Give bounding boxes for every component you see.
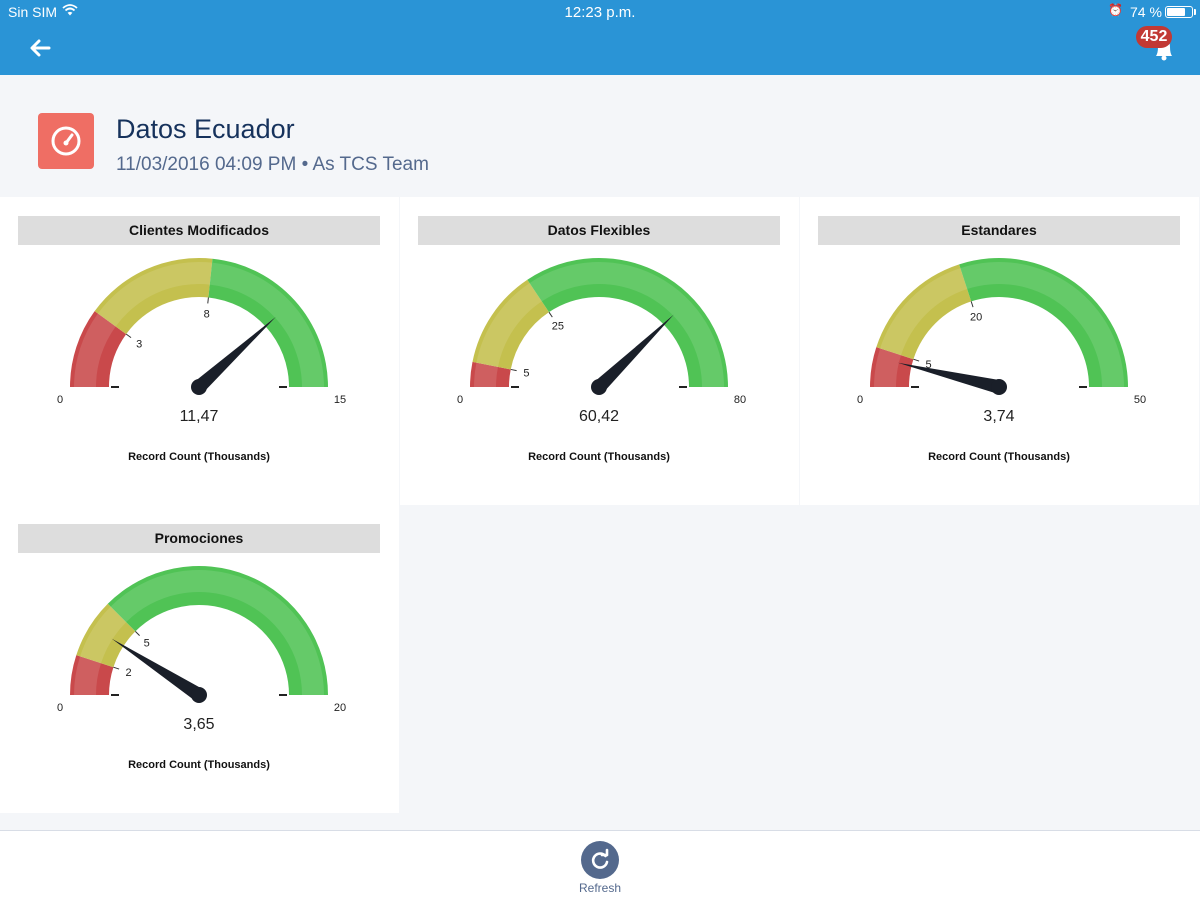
gauge-break-label: 3 (136, 339, 142, 351)
dashboard-gauge-icon (38, 113, 94, 169)
gauge-value-label: 3,65 (183, 716, 214, 733)
gauge-value-label: 11,47 (180, 408, 219, 425)
gauge-value-label: 60,42 (579, 408, 619, 425)
gauge-break-tick (113, 666, 120, 670)
refresh-button[interactable] (581, 841, 619, 879)
gauge-break-label: 8 (204, 308, 210, 320)
yellow-zone (94, 258, 213, 335)
gauge-needle (594, 314, 674, 393)
gauge-title: Estandares (818, 216, 1180, 245)
gauge-needle (111, 638, 203, 701)
gauge-chart: 5 20 0 50 3,74 Record Count (Thousands) (857, 258, 1146, 463)
gauge-min-label: 0 (857, 394, 863, 406)
gauge-panel-estandares[interactable]: Estandares 5 20 0 50 3,74 Record Count (Thous… (800, 197, 1199, 505)
zone-highlight (80, 606, 127, 664)
refresh-icon (591, 848, 609, 869)
wifi-icon (62, 3, 78, 20)
red-zone (70, 311, 127, 387)
yellow-zone (76, 603, 136, 668)
zone-highlight (97, 262, 213, 327)
green-zone (527, 258, 728, 387)
zone-highlight (74, 656, 102, 695)
gauge-min-label: 0 (57, 702, 63, 714)
gauge-needle (194, 316, 276, 393)
gauge-value-label: 3,74 (983, 408, 1014, 425)
gauge-chart: 5 25 0 80 60,42 Record Count (Thousands) (457, 258, 746, 463)
gauge-break-tick (548, 311, 553, 318)
zone-highlight (960, 262, 1124, 387)
gauge-break-tick (510, 368, 517, 372)
zone-highlight (74, 313, 116, 387)
gauge-needle (897, 362, 1001, 394)
zone-highlight (474, 362, 498, 387)
gauge-max-label: 15 (334, 394, 346, 406)
gauge-title: Promociones (18, 524, 380, 553)
gauge-break-tick (135, 631, 140, 636)
green-zone (959, 258, 1128, 387)
zone-highlight (209, 262, 324, 387)
gauge-max-label: 20 (334, 702, 346, 714)
gauge-max-label: 80 (734, 394, 746, 406)
gauge-title: Datos Flexibles (418, 216, 780, 245)
yellow-zone (472, 279, 549, 370)
gauge-needle-hub (191, 379, 207, 395)
gauge-unit-label: Record Count (Thousands) (128, 759, 270, 771)
refresh-label: Refresh (578, 881, 622, 895)
zone-highlight (529, 262, 724, 387)
gauge-break-label: 5 (144, 638, 150, 650)
gauge-chart: 3 8 0 15 11,47 Record Count (Thousands) (57, 258, 346, 463)
battery-icon (1165, 6, 1193, 18)
footer-bar: Refresh (0, 830, 1200, 900)
page-title: Datos Ecuador (116, 114, 295, 144)
gauge-chart: 2 5 0 20 3,65 Record Count (Thousands) (57, 566, 346, 771)
zone-highlight (880, 268, 968, 356)
red-zone (70, 655, 114, 695)
gauge-break-label: 2 (126, 667, 132, 679)
gauge-break-label: 20 (970, 312, 982, 324)
gauge-needle-hub (991, 379, 1007, 395)
back-arrow-icon[interactable] (28, 36, 52, 60)
gauge-panel-promociones[interactable]: Promociones 2 5 0 20 3,65 Record Count (Thous… (0, 505, 399, 813)
page-subtitle: 11/03/2016 04:09 PM • As TCS Team (116, 154, 429, 175)
gauge-break-label: 25 (552, 320, 564, 332)
gauge-title: Clientes Modificados (18, 216, 380, 245)
battery-tip (1194, 9, 1196, 15)
app-header: Sin SIM 12:23 p.m. ⏰ 74 % 452 (0, 0, 1200, 75)
dashboard-grid: Clientes Modificados 3 8 0 15 11,47 Record Co… (0, 197, 1200, 830)
alarm-icon: ⏰ (1108, 3, 1123, 17)
gauge-break-tick (125, 333, 132, 339)
gauge-break-label: 5 (926, 359, 932, 371)
gauge-needle-hub (191, 687, 207, 703)
gauge-max-label: 50 (1134, 394, 1146, 406)
red-zone (470, 361, 511, 387)
green-zone (107, 566, 328, 695)
gauge-panel-clientes[interactable]: Clientes Modificados 3 8 0 15 11,47 Record Co… (0, 197, 399, 505)
zone-highlight (476, 283, 542, 367)
zone-highlight (110, 570, 324, 695)
gauge-break-tick (207, 297, 209, 304)
clock: 12:23 p.m. (564, 4, 636, 21)
zone-highlight (874, 348, 902, 387)
gauge-unit-label: Record Count (Thousands) (528, 451, 670, 463)
green-zone (208, 258, 328, 387)
dashboard-header (0, 75, 1200, 197)
yellow-zone (876, 264, 972, 360)
gauge-unit-label: Record Count (Thousands) (128, 451, 270, 463)
gauge-min-label: 0 (457, 394, 463, 406)
gauge-break-tick (913, 358, 920, 362)
status-bar: Sin SIM 12:23 p.m. ⏰ 74 % (0, 0, 1200, 24)
battery-percent: 74 % (1130, 4, 1162, 20)
gauge-panel-flexibles[interactable]: Datos Flexibles 5 25 0 80 60,42 Record Count … (400, 197, 799, 505)
gauge-break-tick (970, 301, 974, 308)
gauge-break-label: 5 (523, 368, 529, 380)
red-zone (870, 347, 914, 387)
notification-badge[interactable]: 452 (1136, 26, 1172, 48)
gauge-needle-hub (591, 379, 607, 395)
gauge-min-label: 0 (57, 394, 63, 406)
carrier-label: Sin SIM (8, 4, 58, 20)
gauge-unit-label: Record Count (Thousands) (928, 451, 1070, 463)
battery-fill (1167, 8, 1185, 16)
